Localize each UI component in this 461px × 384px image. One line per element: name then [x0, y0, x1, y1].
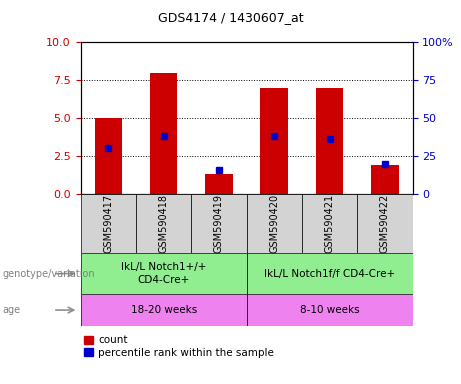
- Bar: [357, 194, 413, 253]
- Text: 18-20 weeks: 18-20 weeks: [130, 305, 197, 315]
- Text: GSM590418: GSM590418: [159, 194, 169, 253]
- Legend: count, percentile rank within the sample: count, percentile rank within the sample: [83, 336, 274, 358]
- Bar: [81, 253, 247, 294]
- Text: 8-10 weeks: 8-10 weeks: [300, 305, 360, 315]
- Bar: [136, 194, 191, 253]
- Bar: [81, 294, 247, 326]
- Text: GDS4174 / 1430607_at: GDS4174 / 1430607_at: [158, 11, 303, 24]
- Bar: [247, 253, 413, 294]
- Bar: [247, 194, 302, 253]
- Bar: [205, 174, 233, 194]
- Text: GSM590417: GSM590417: [103, 194, 113, 253]
- Bar: [316, 88, 343, 194]
- Bar: [371, 165, 399, 194]
- Text: GSM590419: GSM590419: [214, 194, 224, 253]
- Text: IkL/L Notch1f/f CD4-Cre+: IkL/L Notch1f/f CD4-Cre+: [264, 268, 395, 279]
- Bar: [81, 194, 136, 253]
- Bar: [150, 73, 177, 194]
- Bar: [247, 294, 413, 326]
- Text: genotype/variation: genotype/variation: [2, 268, 95, 279]
- Bar: [302, 194, 357, 253]
- Text: GSM590421: GSM590421: [325, 194, 335, 253]
- Text: age: age: [2, 305, 20, 315]
- Bar: [260, 88, 288, 194]
- Bar: [95, 118, 122, 194]
- Text: GSM590422: GSM590422: [380, 194, 390, 253]
- Text: GSM590420: GSM590420: [269, 194, 279, 253]
- Text: IkL/L Notch1+/+
CD4-Cre+: IkL/L Notch1+/+ CD4-Cre+: [121, 262, 207, 285]
- Bar: [191, 194, 247, 253]
